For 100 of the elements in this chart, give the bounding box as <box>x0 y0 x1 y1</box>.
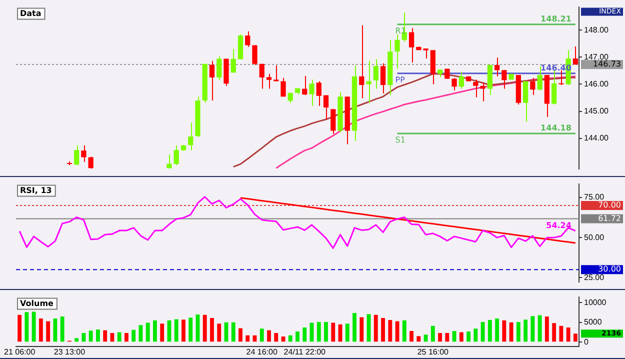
candlestick <box>366 60 372 104</box>
bar <box>381 318 385 342</box>
candlestick <box>359 24 364 99</box>
candlestick <box>245 30 250 48</box>
bar <box>360 317 364 342</box>
candlestick <box>572 46 578 66</box>
candlestick <box>274 65 279 82</box>
bar <box>288 335 292 342</box>
x-tick-label: 23 13:00 <box>54 347 86 356</box>
candlestick <box>430 50 436 85</box>
bar <box>480 322 485 342</box>
data-label: 148.21 <box>540 14 572 24</box>
candlestick <box>252 44 258 66</box>
bar <box>559 326 564 342</box>
bar <box>324 322 328 342</box>
ref-line-label: 146.73 <box>593 60 621 69</box>
bar <box>573 334 578 342</box>
candlestick <box>188 122 194 151</box>
series-label: PP <box>395 75 406 84</box>
bar <box>438 333 442 342</box>
candlestick <box>174 144 179 166</box>
y-tick-label: 146.00 <box>584 79 610 88</box>
bar <box>445 333 450 342</box>
bar <box>430 326 435 342</box>
bar <box>124 333 128 342</box>
ref-line-label: 70.00 <box>598 200 621 210</box>
candlestick <box>558 70 564 86</box>
bar <box>103 330 108 342</box>
bar <box>217 324 222 342</box>
bar <box>160 324 164 342</box>
x-tick-label: 24 16:00 <box>246 347 278 356</box>
y-tick-label: 5000 <box>584 318 602 327</box>
bar <box>174 319 178 342</box>
bar <box>146 322 150 342</box>
candlestick <box>259 63 264 90</box>
bar <box>402 320 406 342</box>
candlestick <box>74 144 80 166</box>
bar <box>88 330 93 342</box>
bar <box>516 322 520 342</box>
bar <box>345 324 350 342</box>
bar <box>352 312 356 342</box>
y-tick-label: 147.00 <box>584 52 610 62</box>
x-tick-label: 25 16:00 <box>417 347 450 356</box>
candlestick <box>380 62 386 94</box>
bar <box>132 330 136 342</box>
bar <box>524 320 528 342</box>
bar <box>474 328 478 342</box>
y-tick-label: 75.00 <box>584 192 605 202</box>
chart-title: RSI, 13 <box>20 186 52 195</box>
candlestick <box>502 70 507 90</box>
bar <box>82 333 86 342</box>
candlestick <box>309 79 314 106</box>
candlestick <box>473 79 478 98</box>
bar <box>202 314 207 342</box>
candlestick <box>330 108 336 135</box>
bar <box>366 314 371 342</box>
bar <box>566 328 570 342</box>
chart-title: Volume <box>20 298 54 308</box>
ref-line-label: 61.72 <box>598 214 621 223</box>
bar <box>552 323 556 342</box>
candlestick <box>394 34 400 70</box>
candlestick <box>551 70 557 106</box>
bar <box>24 312 29 342</box>
candlestick <box>316 80 322 106</box>
bar <box>302 328 307 342</box>
bar <box>395 321 400 342</box>
bar <box>38 318 43 342</box>
bar <box>316 322 321 342</box>
bar <box>18 314 22 342</box>
candlestick <box>238 34 244 60</box>
bar <box>138 325 143 342</box>
bar <box>374 314 378 342</box>
x-tick-label: 21 06:00 <box>4 347 36 356</box>
bar <box>509 322 514 342</box>
bar <box>459 332 464 342</box>
bar <box>96 329 100 342</box>
bar <box>267 330 271 342</box>
candlestick <box>81 144 86 162</box>
bar <box>388 320 392 342</box>
chart-title: Data <box>20 8 42 18</box>
candlestick <box>522 80 528 122</box>
bar <box>246 335 250 342</box>
bar <box>544 316 549 342</box>
candlestick <box>266 73 272 90</box>
y-tick-label: 25.00 <box>584 272 605 282</box>
candlestick <box>280 77 286 98</box>
bar <box>110 333 114 342</box>
bar <box>60 316 64 342</box>
candlestick <box>88 156 94 170</box>
bar <box>466 331 470 342</box>
bar <box>495 318 500 342</box>
candlestick <box>408 28 414 64</box>
data-label: 54.24 <box>546 220 572 230</box>
y-tick-label: 10000 <box>584 298 607 307</box>
bar <box>410 331 414 342</box>
series-label: S1 <box>395 136 406 145</box>
candlestick <box>209 60 215 101</box>
candlestick <box>480 82 486 102</box>
bar <box>153 320 157 342</box>
bar <box>74 338 79 342</box>
